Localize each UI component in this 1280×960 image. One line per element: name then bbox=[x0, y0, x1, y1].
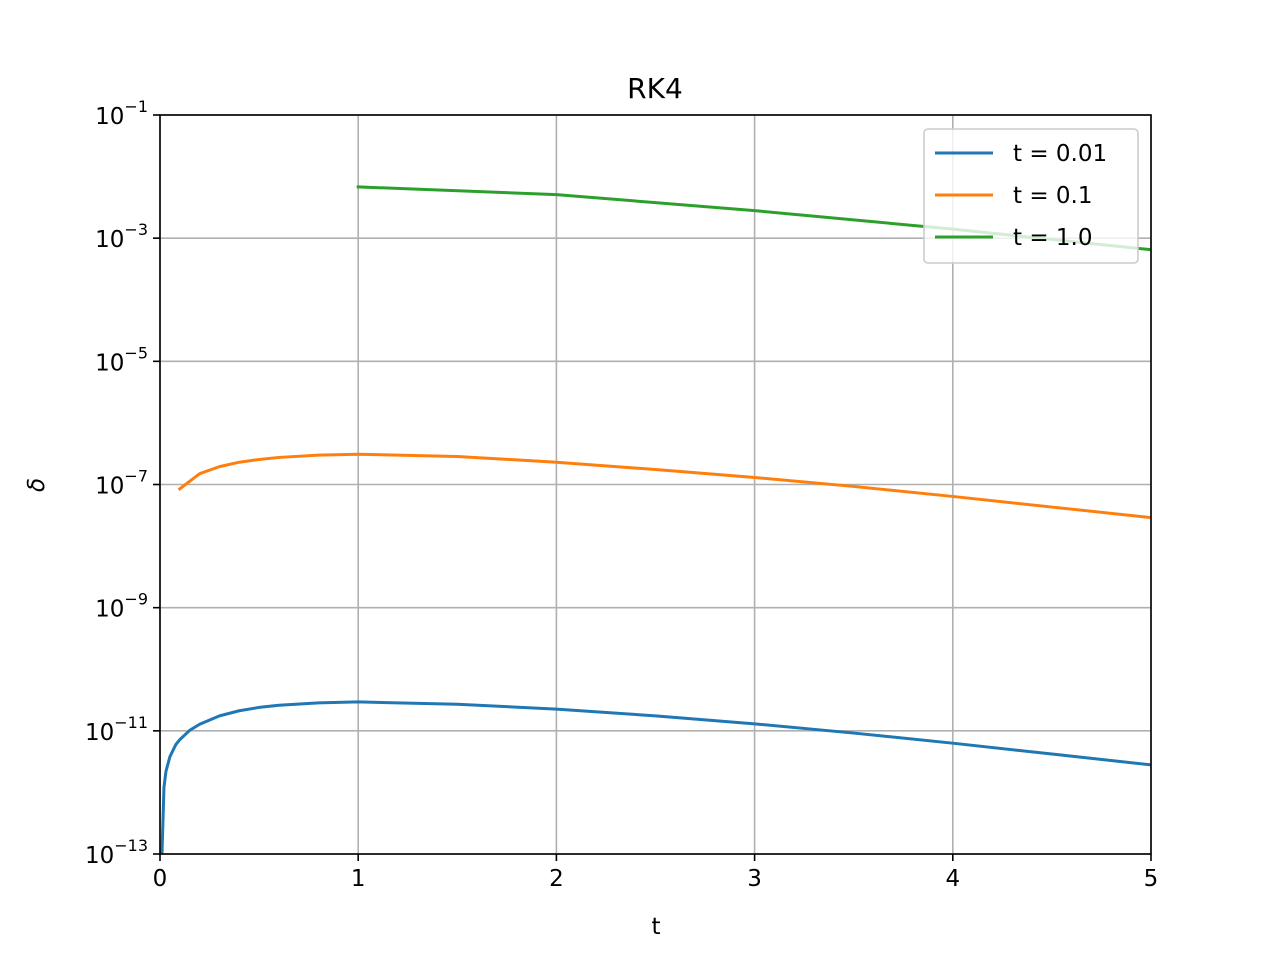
chart-title: RK4 bbox=[627, 72, 683, 105]
y-tick-base: 10 bbox=[85, 720, 114, 746]
y-tick-label: 10−5 bbox=[95, 343, 148, 376]
x-tick-label: 3 bbox=[747, 866, 762, 892]
legend-label: t = 0.1 bbox=[1013, 183, 1093, 209]
y-tick-exponent: −1 bbox=[124, 97, 148, 116]
y-tick-label: 10−3 bbox=[95, 220, 148, 253]
y-tick-base: 10 bbox=[85, 843, 114, 869]
legend: t = 0.01 t = 0.1 t = 1.0 bbox=[923, 128, 1139, 264]
legend-items: t = 0.01 t = 0.1 t = 1.0 bbox=[935, 141, 1107, 251]
x-tick-label: 0 bbox=[153, 866, 168, 892]
y-tick-base: 10 bbox=[95, 104, 124, 130]
series-line-1 bbox=[160, 700, 1151, 854]
y-tick-label: 10−13 bbox=[85, 836, 148, 869]
y-tick-exponent: −9 bbox=[124, 590, 148, 609]
legend-label: t = 0.01 bbox=[1013, 141, 1107, 167]
legend-label: t = 1.0 bbox=[1013, 225, 1093, 251]
y-tick-base: 10 bbox=[95, 227, 124, 253]
x-tick-label: 2 bbox=[549, 866, 564, 892]
y-tick-label: 10−7 bbox=[95, 467, 148, 500]
x-axis-label: t bbox=[651, 914, 660, 940]
x-tick-label: 5 bbox=[1144, 866, 1159, 892]
y-tick-base: 10 bbox=[95, 350, 124, 376]
y-axis-label: δ bbox=[24, 478, 50, 492]
x-tick-label: 1 bbox=[351, 866, 366, 892]
y-tick-exponent: −13 bbox=[114, 836, 148, 855]
y-tick-label: 10−9 bbox=[95, 590, 148, 623]
y-tick-exponent: −7 bbox=[124, 467, 148, 486]
y-tick-label: 10−11 bbox=[85, 713, 148, 746]
y-tick-label: 10−1 bbox=[95, 97, 148, 130]
y-tick-exponent: −5 bbox=[124, 343, 148, 362]
legend-box bbox=[923, 128, 1139, 264]
y-tick-base: 10 bbox=[95, 597, 124, 623]
grid-layer bbox=[159, 114, 1152, 855]
x-tick-label: 4 bbox=[945, 866, 960, 892]
y-tick-base: 10 bbox=[95, 474, 124, 500]
series-line-2 bbox=[177, 452, 1151, 520]
y-tick-exponent: −3 bbox=[124, 220, 148, 239]
y-tick-exponent: −11 bbox=[114, 713, 148, 732]
